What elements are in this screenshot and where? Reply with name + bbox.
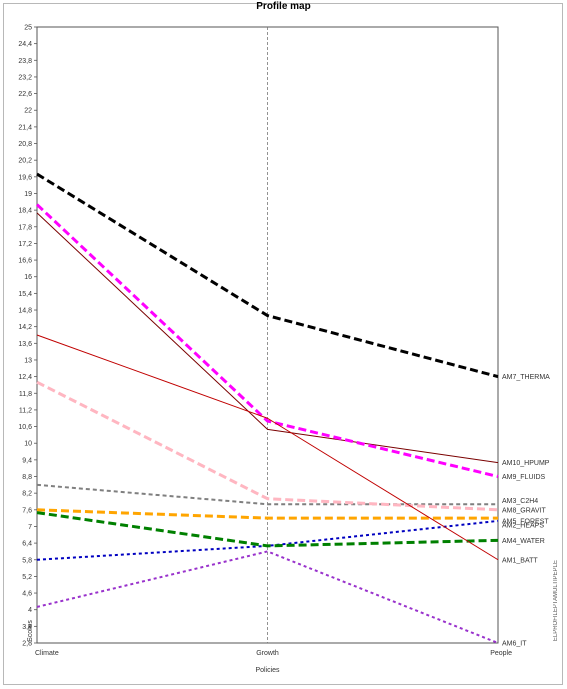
series-label-am5-forest: AM5_FOREST bbox=[502, 519, 549, 526]
series-label-am7-therma: AM7_THERMA bbox=[502, 374, 550, 381]
series-line-am1-batt bbox=[36, 334, 499, 561]
series-line-am10-hpump bbox=[36, 212, 499, 464]
y-tick-label: 17,8 bbox=[18, 224, 32, 231]
y-tick-label: 21,4 bbox=[18, 124, 32, 131]
series-label-am1-batt: AM1_BATT bbox=[502, 557, 538, 564]
y-tick-label: 23,2 bbox=[18, 74, 32, 81]
y-tick-label: 23,8 bbox=[18, 58, 32, 65]
y-tick-label: 20,2 bbox=[18, 158, 32, 165]
y-tick-label: 10,6 bbox=[18, 424, 32, 431]
y-tick-label: 16,6 bbox=[18, 258, 32, 265]
y-tick-label: 3,4 bbox=[22, 624, 32, 631]
y-tick-label: 17,2 bbox=[18, 241, 32, 248]
y-tick-label: 12,4 bbox=[18, 374, 32, 381]
series-line-am8-gravit bbox=[36, 380, 499, 512]
y-tick-label: 14,2 bbox=[18, 324, 32, 331]
y-tick-label: 8,8 bbox=[22, 474, 32, 481]
series-line-am6-it bbox=[36, 550, 499, 644]
y-tick-label: 25 bbox=[24, 25, 32, 32]
series-label-am4-water: AM4_WATER bbox=[502, 538, 545, 545]
series-line-am3-c2h4 bbox=[36, 483, 498, 506]
y-tick-label: 22 bbox=[24, 108, 32, 115]
y-tick-label: 5,2 bbox=[22, 574, 32, 581]
y-tick-label: 7,6 bbox=[22, 507, 32, 514]
y-tick-label: 16 bbox=[24, 274, 32, 281]
y-axis-label: Scores bbox=[27, 620, 34, 642]
y-tick-label: 6,4 bbox=[22, 541, 32, 548]
chart-title: Profile map bbox=[256, 1, 311, 12]
y-tick-label: 20,8 bbox=[18, 141, 32, 148]
chart-frame bbox=[3, 3, 563, 685]
y-tick-label: 18,4 bbox=[18, 208, 32, 215]
y-tick-label: 19 bbox=[24, 191, 32, 198]
y-tick-label: 15,4 bbox=[18, 291, 32, 298]
x-axis-label: Policies bbox=[255, 667, 280, 674]
y-tick-label: 7 bbox=[28, 524, 32, 531]
y-tick-label: 22,6 bbox=[18, 91, 32, 98]
y-tick-label: 11,8 bbox=[19, 391, 32, 398]
series-label-am2-heaps: AM2_HEAPS bbox=[502, 522, 544, 529]
series-label-am9-fluids: AM9_FLUIDS bbox=[502, 474, 546, 481]
y-tick-label: 5,8 bbox=[22, 557, 32, 564]
series-label-am8-gravit: AM8_GRAVIT bbox=[502, 507, 547, 514]
y-tick-label: 8,2 bbox=[22, 491, 32, 498]
series-label-am3-c2h4: AM3_C2H4 bbox=[502, 498, 538, 505]
y-tick-label: 24,4 bbox=[18, 41, 32, 48]
series-label-am10-hpump: AM10_HPUMP bbox=[502, 460, 550, 467]
y-tick-label: 2,8 bbox=[22, 641, 32, 648]
y-tick-label: 9,4 bbox=[22, 457, 32, 464]
series-line-am5-forest bbox=[36, 508, 498, 520]
x-tick-label: Climate bbox=[35, 650, 59, 657]
y-tick-label: 4 bbox=[28, 607, 32, 614]
y-tick-label: 13 bbox=[24, 357, 32, 364]
y-tick-label: 19,6 bbox=[18, 174, 32, 181]
series-label-am6-it: AM6_IT bbox=[502, 641, 527, 648]
y-tick-label: 13,6 bbox=[18, 341, 32, 348]
x-tick-label: People bbox=[490, 650, 512, 657]
series-line-am4-water bbox=[36, 511, 499, 548]
y-tick-label: 14,8 bbox=[18, 308, 32, 315]
y-tick-label: 11,2 bbox=[19, 407, 32, 414]
series-line-am9-fluids bbox=[35, 203, 499, 478]
series-line-am7-therma bbox=[36, 172, 499, 379]
y-tick-label: 4,6 bbox=[22, 591, 32, 598]
y-tick-label: 10 bbox=[24, 441, 32, 448]
x-tick-label: Growth bbox=[256, 650, 279, 657]
